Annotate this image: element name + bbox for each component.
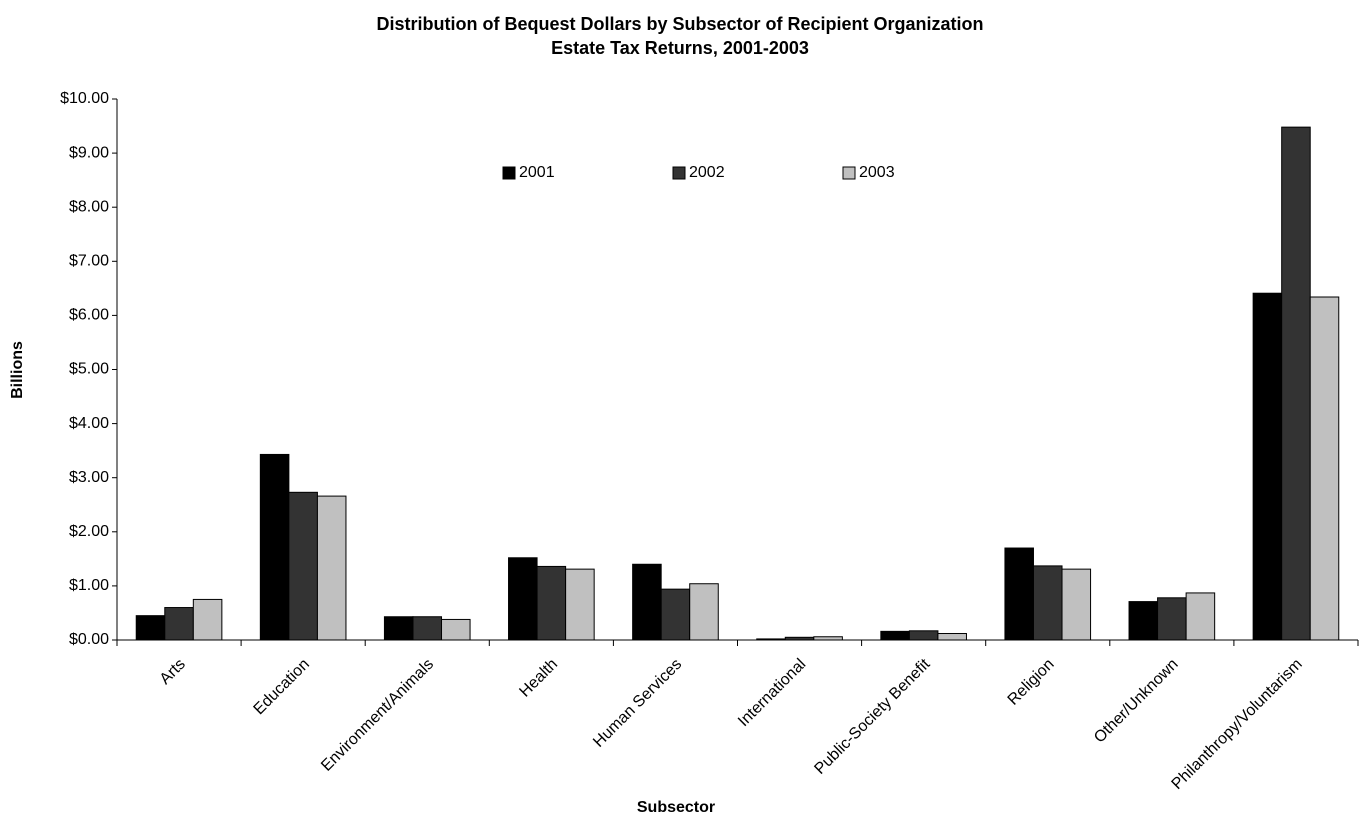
y-tick-label: $4.00 bbox=[69, 415, 109, 432]
y-tick-label: $8.00 bbox=[69, 198, 109, 215]
y-tick-label: $2.00 bbox=[69, 523, 109, 540]
bar bbox=[135, 615, 166, 641]
legend-label: 2002 bbox=[689, 164, 725, 181]
y-tick-label: $9.00 bbox=[69, 144, 109, 161]
y-axis-title: Billions bbox=[9, 341, 26, 399]
y-tick-label: $7.00 bbox=[69, 253, 109, 270]
bar bbox=[412, 616, 443, 641]
bar bbox=[1252, 292, 1283, 641]
y-tick-label: $3.00 bbox=[69, 469, 109, 486]
bar bbox=[192, 598, 223, 641]
bar bbox=[660, 588, 691, 641]
bar bbox=[937, 633, 967, 641]
y-tick-label: $0.00 bbox=[69, 631, 109, 648]
bar bbox=[1309, 296, 1340, 641]
bar bbox=[689, 583, 719, 641]
bar bbox=[164, 607, 194, 641]
bar bbox=[880, 630, 910, 641]
legend-label: 2001 bbox=[519, 164, 555, 181]
y-tick-label: $6.00 bbox=[69, 307, 109, 324]
bar bbox=[536, 565, 567, 641]
bar bbox=[441, 618, 471, 641]
bar bbox=[1004, 547, 1034, 641]
chart-subtitle: Estate Tax Returns, 2001-2003 bbox=[551, 38, 809, 58]
bar bbox=[908, 630, 939, 641]
legend-label: 2003 bbox=[859, 164, 895, 181]
y-tick-label: $1.00 bbox=[69, 577, 109, 594]
bar bbox=[565, 568, 595, 641]
bar bbox=[259, 453, 290, 641]
legend-swatch bbox=[842, 166, 856, 180]
x-axis-title: Subsector bbox=[637, 799, 715, 816]
bar bbox=[508, 557, 538, 641]
bar bbox=[1128, 601, 1159, 641]
legend-swatch bbox=[672, 166, 686, 180]
y-tick-label: $10.00 bbox=[60, 90, 109, 107]
chart-title: Distribution of Bequest Dollars by Subse… bbox=[376, 14, 983, 34]
bar bbox=[1032, 565, 1063, 641]
y-tick-label: $5.00 bbox=[69, 361, 109, 378]
bar bbox=[316, 495, 347, 641]
bar bbox=[1157, 597, 1187, 641]
bar bbox=[1061, 568, 1092, 641]
legend-swatch bbox=[502, 166, 516, 180]
bar bbox=[632, 563, 662, 641]
bar bbox=[1185, 592, 1216, 641]
bar bbox=[383, 616, 414, 641]
bar bbox=[288, 491, 318, 641]
bar bbox=[1281, 126, 1311, 641]
